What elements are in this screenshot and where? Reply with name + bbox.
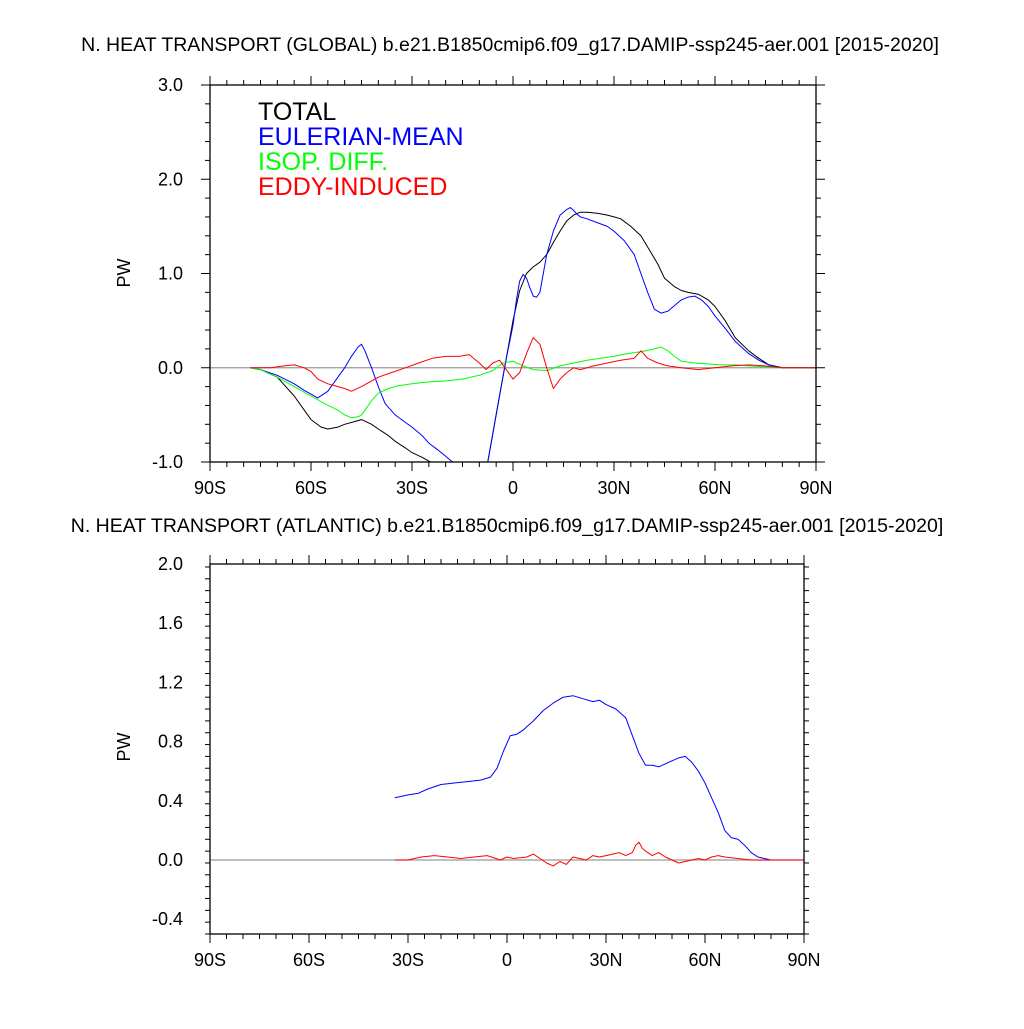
global-y-axis-label: PW (114, 258, 134, 287)
global-eddy-induced-line (250, 337, 816, 392)
atlantic-y-tick-label: 0.4 (158, 791, 183, 811)
global-x-tick-label: 60S (295, 478, 327, 498)
legend-entry-eulerian-mean: EULERIAN-MEAN (258, 123, 464, 151)
legend-entry-total: TOTAL (258, 98, 336, 126)
atlantic-x-tick-label: 90N (787, 950, 820, 970)
global-y-tick-label: 2.0 (158, 169, 183, 189)
atlantic-x-tick-label: 60N (688, 950, 721, 970)
atlantic-x-tick-label: 90S (194, 950, 226, 970)
global-y-tick-label: 3.0 (158, 75, 183, 95)
global-series-group (250, 207, 816, 462)
global-x-tick-label: 30S (396, 478, 428, 498)
legend-entry-isop-diff: ISOP. DIFF. (258, 148, 388, 176)
atlantic-chart-title: N. HEAT TRANSPORT (ATLANTIC) b.e21.B1850… (71, 515, 944, 537)
atlantic-series-1-line (394, 841, 804, 867)
atlantic-y-axis-label: PW (114, 732, 134, 761)
atlantic-x-tick-label: 60S (293, 950, 325, 970)
atlantic-x-tick-label: 30N (589, 950, 622, 970)
atlantic-y-tick-label: 1.2 (158, 672, 183, 692)
global-total-line (250, 211, 816, 462)
atlantic-plot-frame (209, 563, 805, 935)
global-plot-area: 90S 60S 30S 0 30N 60N 90N -1.0 0.0 1.0 2.0 3.0 (152, 75, 833, 498)
atlantic-x-tick-label: 30S (392, 950, 424, 970)
atlantic-y-tick-label: 0.0 (158, 850, 183, 870)
atlantic-series-group (394, 695, 804, 867)
legend-entry-eddy-induced: EDDY-INDUCED (258, 173, 447, 201)
atlantic-plot-area: 90S 60S 30S 0 30N 60N 90N -0.4 0.0 0.4 0.8 1.2 1.6 2.… (152, 554, 821, 970)
global-x-tick-label: 60N (698, 478, 731, 498)
global-x-tick-label: 30N (597, 478, 630, 498)
global-x-tick-label: 90S (194, 478, 226, 498)
atlantic-panel: N. HEAT TRANSPORT (ATLANTIC) b.e21.B1850… (71, 515, 944, 970)
atlantic-y-tick-label: -0.4 (152, 909, 183, 929)
global-chart-title: N. HEAT TRANSPORT (GLOBAL) b.e21.B1850cm… (81, 34, 939, 56)
atlantic-series-0-line (394, 695, 804, 861)
global-panel: N. HEAT TRANSPORT (GLOBAL) b.e21.B1850cm… (81, 34, 939, 498)
atlantic-y-tick-label: 2.0 (158, 554, 183, 574)
global-isop-diff-line (250, 346, 816, 419)
global-y-tick-label: -1.0 (152, 452, 183, 472)
global-y-tick-label: 1.0 (158, 264, 183, 284)
atlantic-y-tick-label: 1.6 (158, 613, 183, 633)
global-eulerian-mean-line (250, 207, 816, 462)
global-x-tick-label: 0 (508, 478, 518, 498)
atlantic-y-tick-label: 0.8 (158, 732, 183, 752)
atlantic-x-tick-label: 0 (502, 950, 512, 970)
global-x-tick-label: 90N (799, 478, 832, 498)
global-y-tick-label: 0.0 (158, 358, 183, 378)
